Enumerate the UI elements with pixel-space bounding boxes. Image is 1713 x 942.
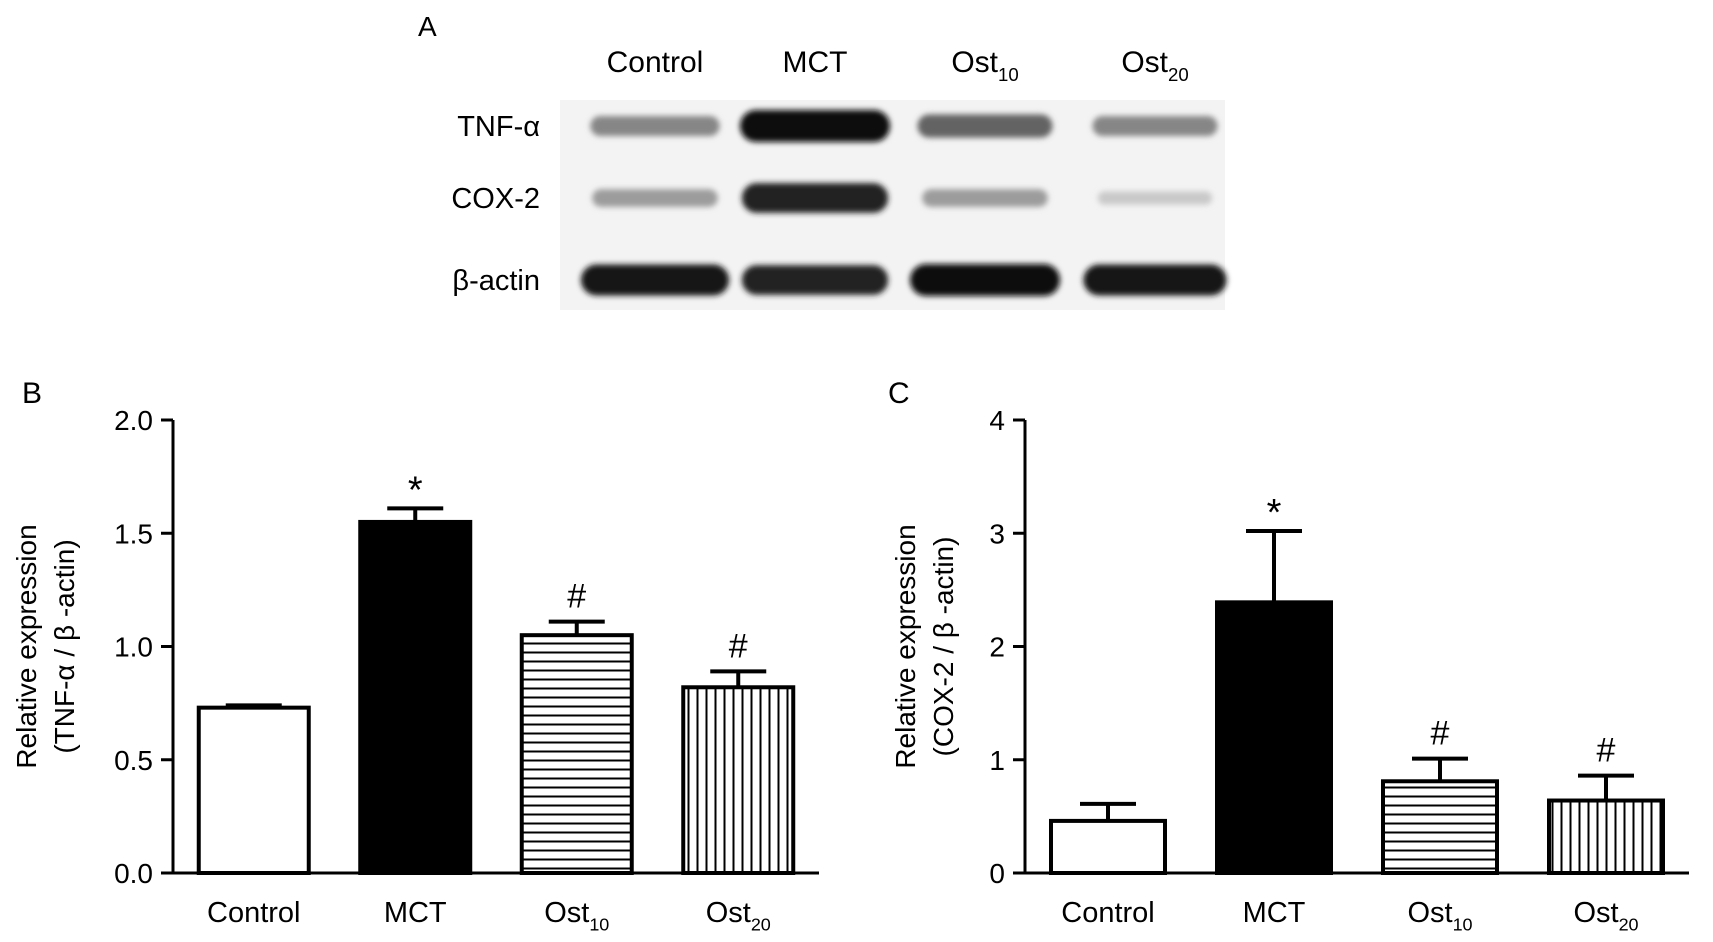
significance-mark: #	[729, 627, 748, 665]
bar	[358, 519, 473, 875]
lane-header-2: Ost10	[951, 46, 1018, 85]
blot-band-row1-lane3	[1097, 191, 1213, 205]
significance-mark: #	[1597, 732, 1616, 770]
lane-header-2-text: Ost	[951, 46, 998, 79]
significance-mark: #	[1431, 715, 1450, 753]
blot-band-row0-lane3	[1092, 116, 1218, 136]
blot-band-row2-lane2	[910, 264, 1060, 296]
x-tick-label: Control	[207, 897, 301, 929]
bar	[1049, 818, 1167, 876]
y-axis-title-line1: Relative expression	[11, 524, 42, 768]
blot-band-row0-lane0	[590, 116, 720, 136]
x-tick-label-text: Ost	[1573, 897, 1618, 929]
x-tick-label-text: MCT	[1243, 897, 1306, 929]
y-tick-label: 4	[989, 405, 1005, 436]
x-tick-label-text: MCT	[384, 897, 447, 929]
x-tick-label: Ost20	[1573, 897, 1638, 935]
y-tick-label: 2	[989, 632, 1005, 663]
significance-mark: #	[567, 578, 586, 616]
blot-band-row0-lane2	[917, 114, 1053, 138]
blot-row-label-2: β-actin	[452, 265, 540, 297]
blot-band-row2-lane0	[580, 264, 730, 296]
panel-label-C: C	[888, 377, 910, 410]
y-axis-title-line2: (TNF-α / β -actin)	[49, 539, 80, 753]
lane-header-0-text: Control	[607, 46, 704, 79]
x-tick-label: Ost20	[706, 897, 771, 935]
blot-band-row0-lane1	[740, 110, 890, 142]
lane-header-1-text: MCT	[783, 46, 848, 79]
y-axis-title-line1: Relative expression	[890, 524, 921, 768]
bar	[1215, 600, 1333, 876]
blot-band-row2-lane1	[741, 265, 889, 295]
bar	[1547, 798, 1665, 876]
y-tick-label: 1.0	[114, 632, 153, 663]
bar	[1381, 779, 1499, 876]
chart-c-cox-2: C 0 1 2 3 4 Relative expression (COX-2 / β -act…	[888, 377, 1689, 935]
y-tick-label: 3	[989, 518, 1005, 549]
x-tick-label-subscript: 10	[589, 915, 609, 935]
bar	[681, 685, 796, 876]
blot-row-label-0: TNF-α	[457, 111, 540, 143]
bar	[196, 705, 311, 876]
x-tick-label-subscript: 20	[751, 915, 771, 935]
x-tick-label: MCT	[384, 897, 447, 929]
x-tick-label-text: Control	[207, 897, 301, 929]
x-tick-label-text: Ost	[706, 897, 751, 929]
lane-header-3-text: Ost	[1121, 46, 1168, 79]
blot-band-row1-lane0	[592, 189, 718, 207]
panel-label-B: B	[22, 377, 42, 410]
chart-b-tnf-alpha: B 0.0 0.5 1.0 1.5 2.0 Relative expression (TNF-…	[11, 377, 819, 935]
blot-band-row2-lane3	[1083, 264, 1227, 296]
y-tick-label: 0.5	[114, 745, 153, 776]
significance-mark: *	[1267, 492, 1282, 534]
lane-header-1: MCT	[783, 46, 848, 79]
y-axis-title-line2: (COX-2 / β -actin)	[928, 537, 959, 757]
x-tick-label-text: Ost	[1407, 897, 1452, 929]
y-tick-label: 1.5	[114, 518, 153, 549]
y-tick-label: 0	[989, 858, 1005, 889]
x-tick-label: Ost10	[1407, 897, 1472, 935]
lane-header-3: Ost20	[1121, 46, 1188, 85]
x-tick-label-subscript: 20	[1619, 915, 1639, 935]
y-tick-label: 1	[989, 745, 1005, 776]
blot-band-row1-lane1	[741, 183, 889, 213]
x-tick-label: Control	[1061, 897, 1155, 929]
bar	[519, 633, 634, 875]
significance-mark: *	[408, 469, 423, 511]
lane-header-0: Control	[607, 46, 704, 79]
panel-a-label: A	[418, 11, 437, 42]
y-tick-label: 0.0	[114, 858, 153, 889]
x-tick-label-subscript: 10	[1453, 915, 1473, 935]
x-tick-label: MCT	[1243, 897, 1306, 929]
x-tick-label-text: Ost	[544, 897, 589, 929]
y-tick-label: 2.0	[114, 405, 153, 436]
blot-row-label-1: COX-2	[451, 183, 540, 215]
x-tick-label-text: Control	[1061, 897, 1155, 929]
blot-band-row1-lane2	[922, 189, 1048, 207]
x-tick-label: Ost10	[544, 897, 609, 935]
lane-header-2-subscript: 10	[998, 64, 1019, 85]
lane-header-3-subscript: 20	[1168, 64, 1189, 85]
